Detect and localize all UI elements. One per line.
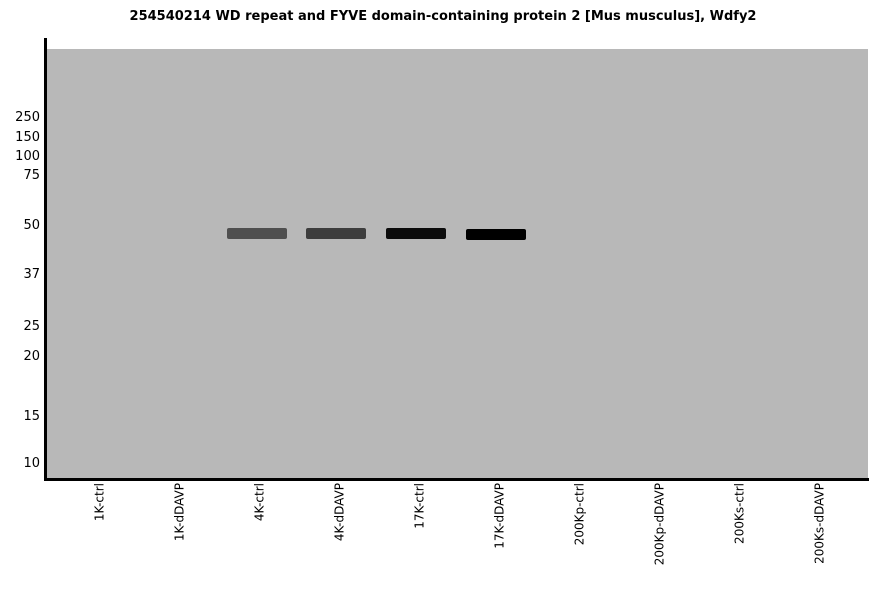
x-axis-line [44,478,869,481]
band-17K-ctrl [386,228,446,239]
mw-marker-label-250: 250 [15,110,40,125]
mw-marker-label-150: 150 [15,130,40,145]
mw-marker-label-37: 37 [23,267,40,282]
lane-label-4K-dDAVP: 4K-dDAVP [332,483,347,542]
mw-marker-label-75: 75 [23,168,40,183]
lane-label-200Kp-ctrl: 200Kp-ctrl [572,483,587,546]
lane-label-200Ks-ctrl: 200Ks-ctrl [732,483,747,544]
mw-marker-label-10: 10 [23,456,40,471]
gel-area [47,49,868,478]
lane-label-17K-ctrl: 17K-ctrl [412,483,427,529]
band-17K-dDAVP [466,229,526,240]
mw-marker-label-15: 15 [23,409,40,424]
lane-label-200Kp-dDAVP: 200Kp-dDAVP [652,483,667,566]
lane-label-1K-ctrl: 1K-ctrl [92,483,107,522]
mw-marker-label-20: 20 [23,349,40,364]
band-4K-dDAVP [306,228,366,239]
mw-marker-label-50: 50 [23,218,40,233]
lane-label-1K-dDAVP: 1K-dDAVP [172,483,187,542]
mw-marker-label-25: 25 [23,319,40,334]
y-axis-line [44,38,47,481]
mw-marker-label-100: 100 [15,149,40,164]
lane-label-200Ks-dDAVP: 200Ks-dDAVP [812,483,827,564]
band-4K-ctrl [227,228,287,239]
lane-label-17K-dDAVP: 17K-dDAVP [492,483,507,549]
figure-title: 254540214 WD repeat and FYVE domain-cont… [129,9,757,24]
lane-label-4K-ctrl: 4K-ctrl [252,483,267,522]
